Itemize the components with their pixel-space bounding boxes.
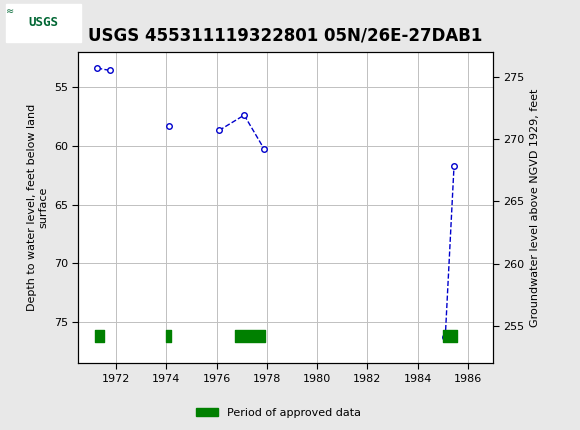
Text: USGS: USGS (28, 16, 59, 29)
Y-axis label: Groundwater level above NGVD 1929, feet: Groundwater level above NGVD 1929, feet (530, 88, 540, 327)
FancyBboxPatch shape (6, 3, 81, 42)
Text: ≈: ≈ (6, 6, 14, 16)
Y-axis label: Depth to water level, feet below land
surface: Depth to water level, feet below land su… (27, 104, 48, 311)
Title: USGS 455311119322801 05N/26E-27DAB1: USGS 455311119322801 05N/26E-27DAB1 (89, 27, 483, 44)
Legend: Period of approved data: Period of approved data (191, 403, 365, 422)
